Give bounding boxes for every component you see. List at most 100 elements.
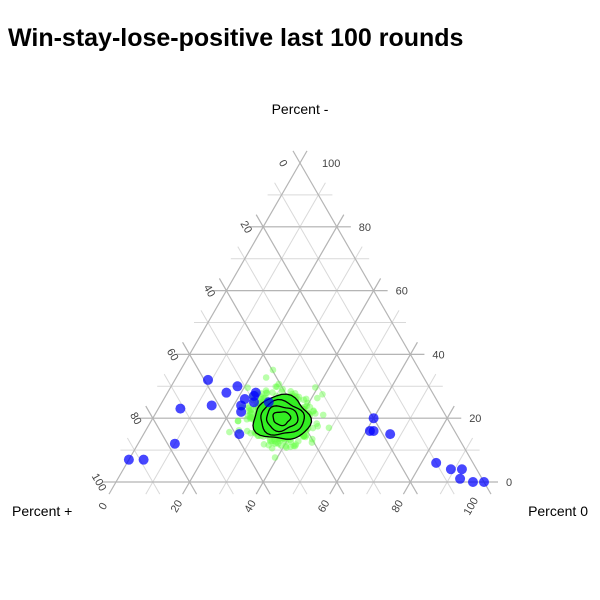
cloud-point: [303, 402, 310, 410]
tick-label-minus: 100: [322, 158, 340, 170]
grid-line-minor: [439, 437, 474, 495]
density-contour: [260, 398, 305, 436]
cloud-point: [278, 388, 286, 396]
tick-label-minus: 0: [506, 477, 512, 489]
cloud-point: [279, 385, 286, 393]
cloud-point: [290, 442, 298, 450]
data-point: [456, 464, 467, 475]
data-point: [169, 438, 180, 449]
tick-label-zero: 60: [316, 498, 333, 515]
data-point: [138, 454, 149, 465]
data-point: [221, 387, 232, 398]
cloud-point: [308, 439, 316, 446]
data-point: [368, 413, 379, 424]
data-point: [364, 425, 375, 436]
cloud-point: [226, 428, 233, 436]
triangle-edge: [292, 150, 492, 495]
density-contour: [272, 411, 292, 427]
cloud-point: [267, 438, 274, 445]
triangle-edge: [108, 150, 308, 495]
cloud-point: [304, 399, 311, 407]
cloud-point: [260, 440, 268, 448]
cloud-point: [282, 442, 290, 450]
cloud-point: [271, 440, 279, 447]
cloud-point: [268, 444, 276, 452]
cloud-point: [312, 384, 319, 391]
cloud-point: [263, 389, 271, 397]
grid-line-major: [218, 278, 345, 495]
cloud-point: [273, 383, 281, 391]
grid-line-minor: [163, 373, 234, 495]
tick-label-zero: 20: [169, 498, 186, 515]
chart-title: Win-stay-lose-positive last 100 rounds: [8, 24, 464, 52]
tick-label-plus: 60: [164, 347, 181, 364]
cloud-point: [291, 390, 299, 397]
cloud-point: [248, 413, 256, 421]
axis-title-top: Percent -: [272, 101, 329, 117]
grid-line-minor: [366, 373, 437, 495]
cloud-point: [313, 420, 321, 427]
cloud-point: [300, 396, 308, 404]
cloud-point: [319, 411, 327, 419]
cloud-point: [262, 387, 270, 394]
cloud-point: [246, 410, 254, 418]
cloud-point: [287, 388, 295, 395]
cloud-point: [292, 441, 300, 448]
cloud-point: [272, 439, 280, 446]
data-point: [479, 477, 489, 487]
density-contour: [265, 405, 299, 433]
grid-line-minor: [126, 437, 161, 495]
data-point: [263, 397, 274, 408]
cloud-point: [247, 408, 255, 416]
grid-line-major: [182, 341, 271, 495]
cloud-point: [247, 429, 254, 437]
data-point: [467, 477, 478, 487]
cloud-point: [247, 415, 254, 422]
cloud-point: [302, 432, 310, 439]
cloud-point: [310, 408, 317, 415]
data-point: [203, 374, 213, 385]
cloud-point: [249, 406, 257, 413]
data-points: [123, 374, 489, 487]
cloud-point: [310, 407, 317, 415]
tick-label-zero: 40: [242, 498, 259, 515]
cloud-point: [271, 454, 279, 461]
cloud-point: [295, 437, 302, 445]
grid-line-minor: [218, 246, 363, 495]
tick-label-plus: 20: [238, 219, 255, 236]
tick-label-plus: 40: [201, 283, 218, 300]
grid-line-minor: [274, 182, 455, 495]
tick-label-plus: 80: [127, 410, 144, 427]
cloud-point: [234, 417, 242, 425]
tick-label-minus: 60: [396, 286, 408, 298]
cloud-point: [314, 394, 321, 402]
cloud-point: [302, 395, 310, 403]
data-point: [123, 454, 134, 465]
cloud-point: [247, 406, 255, 413]
cloud-point: [300, 432, 308, 440]
data-point: [445, 464, 456, 475]
cloud-point: [274, 440, 282, 447]
cloud-point: [269, 389, 276, 396]
cloud-point: [245, 407, 253, 415]
cloud-point: [265, 441, 272, 449]
data-point: [250, 387, 261, 398]
cloud-point: [268, 438, 276, 445]
cloud-point: [248, 410, 255, 417]
cloud-point: [302, 433, 309, 441]
axis-title-left: Percent +: [12, 503, 72, 519]
cloud-point: [308, 435, 316, 443]
cloud-point: [287, 438, 295, 445]
data-point: [455, 473, 466, 484]
data-point: [206, 400, 217, 411]
cloud-point: [272, 383, 280, 390]
data-point: [175, 403, 186, 414]
cloud-point: [325, 424, 333, 432]
tick-label-zero: 80: [390, 498, 407, 515]
cloud-point: [269, 366, 277, 374]
cloud-point: [246, 413, 254, 421]
grid-line-major: [145, 405, 198, 495]
grid-line-major: [402, 405, 455, 495]
cloud-point: [309, 424, 317, 432]
